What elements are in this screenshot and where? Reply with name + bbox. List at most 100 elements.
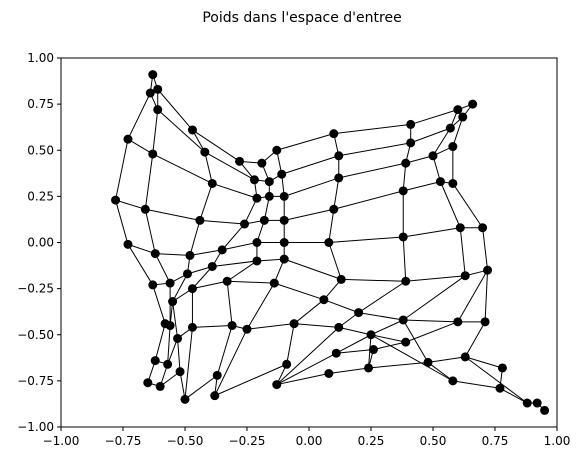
x-axis: −1.00 −0.75 −0.50 −0.25 0.00 0.25 0.50 0.75 1.00 — [43, 427, 570, 448]
mesh-edge — [328, 236, 404, 243]
data-point — [455, 223, 465, 233]
mesh-edge — [115, 199, 129, 245]
data-point — [259, 215, 269, 225]
mesh-edge — [284, 208, 334, 221]
x-tick-label: −0.25 — [229, 434, 266, 448]
mesh-edge — [338, 162, 406, 179]
data-point — [331, 348, 341, 358]
data-point — [150, 356, 160, 366]
mesh-edge — [274, 282, 325, 301]
data-point — [279, 215, 289, 225]
mesh-edge — [192, 325, 233, 328]
mesh-edge — [127, 138, 154, 155]
data-point — [334, 173, 344, 183]
data-point — [173, 333, 183, 343]
data-point — [448, 178, 458, 188]
data-point — [354, 308, 364, 318]
mesh-edge — [368, 361, 429, 369]
data-point — [207, 261, 217, 271]
data-point — [453, 317, 463, 327]
y-tick-label: −0.25 — [17, 282, 54, 296]
data-point — [153, 105, 163, 115]
mesh-edge — [358, 312, 404, 321]
data-point — [187, 284, 197, 294]
y-tick-label: −0.75 — [17, 374, 54, 388]
data-point — [148, 280, 158, 290]
x-tick-label: 0.00 — [296, 434, 323, 448]
mesh-edge — [144, 153, 154, 210]
data-point — [435, 177, 445, 187]
mesh-edge — [276, 352, 337, 386]
data-point — [522, 398, 532, 408]
mesh-edge — [341, 278, 406, 282]
mesh-edge — [127, 244, 154, 286]
y-tick-label: −0.50 — [17, 328, 54, 342]
mesh-edge — [459, 227, 466, 276]
data-point — [187, 322, 197, 332]
data-point — [458, 112, 468, 122]
data-point — [272, 145, 282, 155]
y-tick-label: 1.00 — [27, 51, 54, 65]
mesh-edge — [144, 209, 156, 254]
data-point — [401, 276, 411, 286]
data-point — [324, 368, 334, 378]
mesh-edge — [402, 275, 466, 321]
data-point — [257, 158, 267, 168]
mesh-edge — [410, 109, 458, 125]
data-point — [269, 278, 279, 288]
mesh-edge — [216, 325, 233, 376]
mesh-edge — [328, 242, 342, 280]
mesh-edge — [172, 273, 188, 302]
mesh-edge — [172, 301, 179, 339]
data-point — [210, 391, 220, 401]
data-point — [168, 297, 178, 307]
y-axis: −1.00 −0.75 −0.50 −0.25 0.00 0.25 0.50 0.75 1.00 — [17, 51, 61, 434]
data-point — [207, 178, 217, 188]
data-point — [480, 317, 490, 327]
mesh-edge — [276, 373, 329, 386]
mesh-edge — [226, 260, 258, 282]
data-point — [398, 232, 408, 242]
data-point — [175, 367, 185, 377]
mesh-edge — [192, 129, 240, 162]
data-point — [123, 239, 133, 249]
mesh-edge — [145, 208, 200, 221]
mesh-edge — [432, 127, 451, 157]
mesh-edge — [403, 227, 461, 238]
data-point — [468, 99, 478, 109]
data-point — [329, 204, 339, 214]
mesh-edge — [244, 198, 258, 225]
data-point — [401, 158, 411, 168]
data-point — [334, 151, 344, 161]
data-point — [252, 238, 262, 247]
mesh-edge — [192, 280, 228, 290]
mesh-edge — [402, 319, 429, 363]
data-point — [111, 195, 121, 205]
mesh-edge — [323, 299, 359, 314]
mesh-edge — [214, 363, 287, 397]
y-tick-label: 0.50 — [27, 143, 54, 157]
data-point — [445, 123, 455, 133]
data-point — [153, 84, 163, 94]
mesh-edge — [499, 387, 528, 404]
data-point — [398, 315, 408, 325]
mesh-edge — [370, 334, 454, 382]
mesh-edge — [127, 243, 156, 255]
mesh-edge — [336, 349, 374, 354]
data-point — [222, 276, 232, 286]
mesh-edge — [284, 177, 339, 197]
mesh-edge — [127, 92, 151, 140]
mesh-edge — [179, 371, 186, 400]
data-point — [148, 149, 158, 159]
data-point — [460, 352, 470, 362]
mesh-edge — [281, 155, 339, 175]
data-point — [264, 191, 274, 201]
y-tick-label: −1.00 — [17, 420, 54, 434]
mesh-edge — [328, 367, 369, 374]
mesh-edge — [405, 321, 458, 343]
data-point — [240, 219, 250, 229]
mesh-edge — [338, 142, 411, 157]
mesh-edge — [405, 275, 466, 282]
data-point — [235, 156, 245, 166]
data-point — [180, 394, 190, 404]
